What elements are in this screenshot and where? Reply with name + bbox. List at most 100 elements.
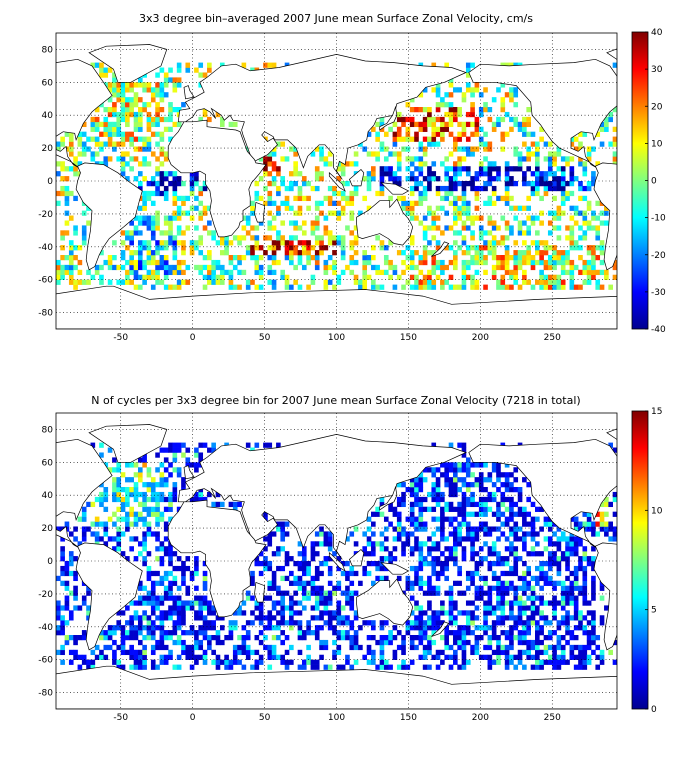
heatmap-cell (168, 442, 173, 448)
heatmap-cell (530, 220, 536, 226)
heatmap-cell (284, 551, 290, 557)
heatmap-cell (353, 250, 359, 256)
heatmap-cell (116, 491, 122, 498)
heatmap-cell (487, 472, 493, 478)
y-tick-label: -20 (38, 590, 53, 600)
heatmap-cell (81, 635, 87, 641)
heatmap-cell (513, 595, 519, 601)
heatmap-cell (353, 644, 359, 651)
heatmap-cell (176, 230, 182, 236)
landmass-japan (379, 105, 398, 131)
heatmap-cell (547, 230, 553, 236)
heatmap-cell (530, 615, 536, 621)
heatmap-cell (392, 506, 398, 512)
heatmap-cell (293, 151, 298, 157)
heatmap-cell (336, 200, 342, 206)
heatmap-cell (431, 620, 437, 626)
heatmap-cell (591, 274, 596, 280)
heatmap-cell (310, 590, 316, 596)
heatmap-cell (401, 664, 406, 670)
heatmap-cell (60, 245, 65, 251)
heatmap-cell (284, 255, 290, 261)
heatmap-cell (228, 635, 234, 641)
heatmap-cell (535, 625, 540, 631)
heatmap-cell (168, 546, 173, 552)
heatmap-cell (409, 205, 415, 211)
heatmap-cell (586, 600, 592, 606)
heatmap-cell (112, 255, 117, 261)
heatmap-cell (271, 146, 277, 152)
heatmap-cell (194, 181, 199, 187)
heatmap-cell (323, 536, 329, 542)
heatmap-cell (504, 546, 510, 552)
heatmap-cell (215, 664, 221, 670)
heatmap-cell (56, 625, 61, 631)
heatmap-cell (431, 161, 437, 167)
heatmap-cell (181, 644, 186, 651)
heatmap-cell (375, 131, 380, 137)
heatmap-cell (314, 575, 320, 582)
heatmap-cell (73, 526, 78, 532)
heatmap-cell (517, 635, 523, 641)
heatmap-cell (306, 570, 311, 577)
heatmap-cell (207, 264, 212, 271)
heatmap-cell (612, 151, 617, 157)
heatmap-cell (327, 200, 333, 206)
heatmap-cell (349, 600, 355, 606)
heatmap-cell (90, 521, 96, 527)
heatmap-cell (107, 447, 113, 453)
heatmap-cell (526, 649, 531, 656)
heatmap-cell (586, 250, 592, 256)
heatmap-cell (150, 215, 156, 221)
heatmap-cell (323, 225, 329, 231)
heatmap-cell (470, 220, 475, 226)
heatmap-cell (232, 620, 238, 626)
heatmap-cell (202, 615, 208, 621)
heatmap-cell (168, 635, 173, 641)
landmass-greenland (88, 424, 168, 463)
heatmap-cell (383, 659, 389, 665)
heatmap-cell (401, 136, 406, 142)
heatmap-cell (612, 536, 617, 542)
heatmap-cell (461, 121, 467, 128)
heatmap-cell (539, 639, 544, 646)
heatmap-cell (422, 610, 428, 616)
heatmap-cell (99, 121, 104, 128)
heatmap-cell (150, 190, 156, 197)
heatmap-cell (56, 649, 61, 656)
heatmap-cell (120, 279, 126, 285)
heatmap-cell (560, 585, 566, 591)
heatmap-cell (578, 610, 583, 616)
heatmap-cell (547, 635, 553, 641)
heatmap-cell (500, 644, 506, 651)
heatmap-cell (297, 190, 303, 197)
heatmap-cell (414, 496, 419, 503)
x-tick-label: 100 (328, 713, 345, 723)
heatmap-cell (211, 447, 216, 453)
heatmap-cell (306, 181, 311, 187)
heatmap-cell (133, 610, 139, 616)
heatmap-cell (547, 264, 553, 271)
heatmap-cell (560, 190, 566, 197)
heatmap-cell (388, 639, 393, 646)
heatmap-cell (405, 116, 411, 123)
heatmap-cell (591, 595, 596, 601)
heatmap-cell (258, 245, 264, 251)
heatmap-cell (371, 171, 376, 177)
heatmap-cell (392, 121, 398, 128)
heatmap-cell (60, 551, 65, 557)
heatmap-cell (565, 620, 570, 626)
heatmap-cell (392, 181, 398, 187)
heatmap-cell (276, 205, 281, 211)
heatmap-cell (444, 639, 449, 646)
heatmap-cell (409, 511, 415, 517)
heatmap-cell (366, 205, 372, 211)
heatmap-cell (547, 151, 553, 157)
heatmap-cell (284, 279, 290, 285)
heatmap-cell (112, 77, 117, 83)
heatmap-cell (314, 635, 320, 641)
heatmap-cell (383, 664, 389, 670)
heatmap-cell (556, 570, 562, 577)
heatmap-cell (353, 259, 359, 266)
heatmap-cell (60, 235, 65, 241)
